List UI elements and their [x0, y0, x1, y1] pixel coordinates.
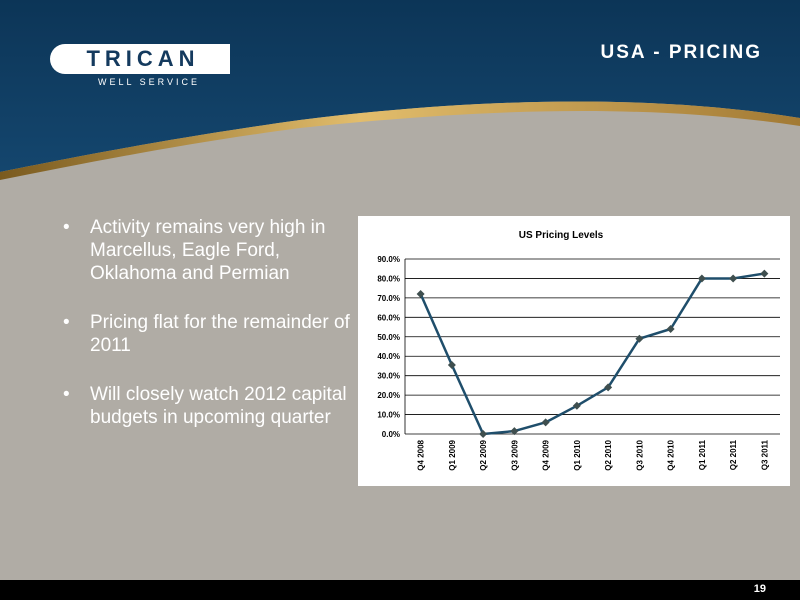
logo-tagline: WELL SERVICE [98, 77, 201, 87]
bullet-list: Activity remains very high in Marcellus,… [60, 216, 350, 455]
y-tick-label: 40.0% [377, 352, 400, 361]
y-tick-label: 0.0% [382, 430, 400, 439]
y-axis: 0.0% 10.0% 20.0% 30.0% 40.0% 50.0% 60.0% 70.0% 8… [377, 255, 400, 439]
data-point [572, 401, 581, 410]
x-tick-label: Q3 2011 [760, 439, 769, 470]
y-tick-label: 80.0% [377, 274, 400, 283]
data-point [760, 269, 769, 278]
logo-wordmark: TRICAN [86, 46, 200, 71]
x-axis: Q4 2008 Q1 2009 Q2 2009 Q3 2009 Q4 2009 Q1 20… [417, 439, 770, 470]
y-tick-label: 20.0% [377, 391, 400, 400]
company-logo: TRICAN [50, 44, 230, 74]
x-tick-label: Q4 2010 [667, 439, 676, 470]
data-point [604, 383, 613, 392]
x-tick-label: Q4 2008 [417, 439, 426, 470]
data-point [541, 418, 550, 427]
y-tick-label: 90.0% [377, 255, 400, 264]
header-background [0, 0, 800, 180]
x-tick-label: Q3 2010 [635, 439, 644, 470]
pricing-chart: US Pricing Levels 0.0% 10.0% 20.0% 30.0% 40.… [358, 216, 790, 486]
data-point [510, 427, 519, 436]
bullet-item: Activity remains very high in Marcellus,… [60, 216, 350, 285]
data-point [479, 430, 488, 438]
x-tick-label: Q4 2009 [542, 439, 551, 470]
x-tick-label: Q2 2009 [479, 439, 488, 470]
y-tick-label: 70.0% [377, 294, 400, 303]
bullet-item: Will closely watch 2012 capital budgets … [60, 383, 350, 429]
data-point [447, 360, 456, 369]
bullet-item: Pricing flat for the remainder of 2011 [60, 311, 350, 357]
x-tick-label: Q1 2010 [573, 439, 582, 470]
y-tick-label: 30.0% [377, 372, 400, 381]
data-point [697, 274, 706, 283]
y-tick-label: 60.0% [377, 313, 400, 322]
y-tick-label: 10.0% [377, 411, 400, 420]
data-point [666, 325, 675, 333]
data-point [416, 290, 425, 298]
chart-canvas: US Pricing Levels 0.0% 10.0% 20.0% 30.0% 40.… [377, 230, 780, 471]
data-point [635, 334, 644, 343]
data-point [729, 274, 738, 283]
x-tick-label: Q3 2009 [510, 439, 519, 470]
x-tick-label: Q2 2010 [604, 439, 613, 470]
chart-series [416, 269, 769, 438]
x-tick-label: Q1 2011 [698, 439, 707, 470]
page-number: 19 [753, 583, 766, 595]
series-line [419, 272, 765, 436]
slide-footer: 19 [0, 580, 800, 600]
chart-gridlines [404, 258, 780, 435]
x-tick-label: Q1 2009 [448, 439, 457, 470]
x-tick-label: Q2 2011 [729, 439, 738, 470]
y-tick-label: 50.0% [377, 333, 400, 342]
slide-title: USA - PRICING [600, 42, 762, 63]
chart-title: US Pricing Levels [519, 230, 604, 241]
slide-header: TRICAN WELL SERVICE USA - PRICING [0, 0, 800, 190]
